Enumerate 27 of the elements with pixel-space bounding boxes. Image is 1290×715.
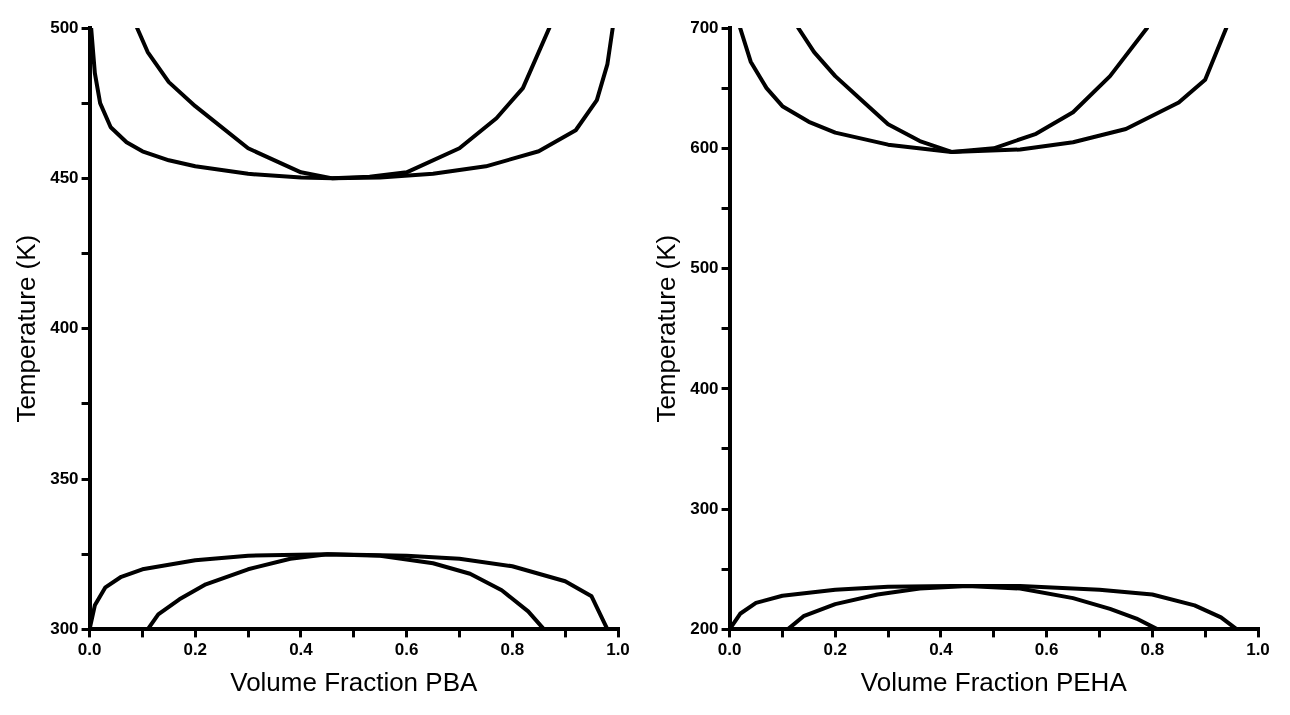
x-tick-label: 1.0 xyxy=(606,640,630,660)
x-tick-label: 0.4 xyxy=(929,640,954,660)
x-tick-label: 1.0 xyxy=(1246,640,1270,660)
y-tick-label: 350 xyxy=(50,468,79,488)
x-tick-label: 0.2 xyxy=(823,640,848,660)
x-tick-label: 0.0 xyxy=(77,640,102,660)
x-tick-label: 0.2 xyxy=(183,640,208,660)
y-axis-title: Temperature (K) xyxy=(650,234,681,423)
x-tick-label: 0.4 xyxy=(289,640,314,660)
y-tick-label: 300 xyxy=(690,498,719,518)
y-tick-label: 400 xyxy=(690,378,719,398)
y-tick-label: 700 xyxy=(690,17,719,37)
y-tick-label: 500 xyxy=(50,17,79,37)
y-tick-label: 300 xyxy=(50,619,79,639)
x-tick-label: 0.8 xyxy=(1140,640,1165,660)
y-axis-title: Temperature (K) xyxy=(10,234,41,423)
y-tick-label: 500 xyxy=(690,258,719,278)
y-tick-label: 200 xyxy=(690,619,719,639)
x-tick-label: 0.6 xyxy=(1034,640,1059,660)
x-tick-label: 0.0 xyxy=(717,640,742,660)
y-tick-label: 600 xyxy=(690,137,719,157)
y-tick-label: 400 xyxy=(50,318,79,338)
x-tick-label: 0.6 xyxy=(394,640,419,660)
x-axis-title: Volume Fraction PEHA xyxy=(860,666,1128,697)
y-tick-label: 450 xyxy=(50,168,79,188)
x-axis-title: Volume Fraction PBA xyxy=(230,666,478,697)
x-tick-label: 0.8 xyxy=(500,640,525,660)
